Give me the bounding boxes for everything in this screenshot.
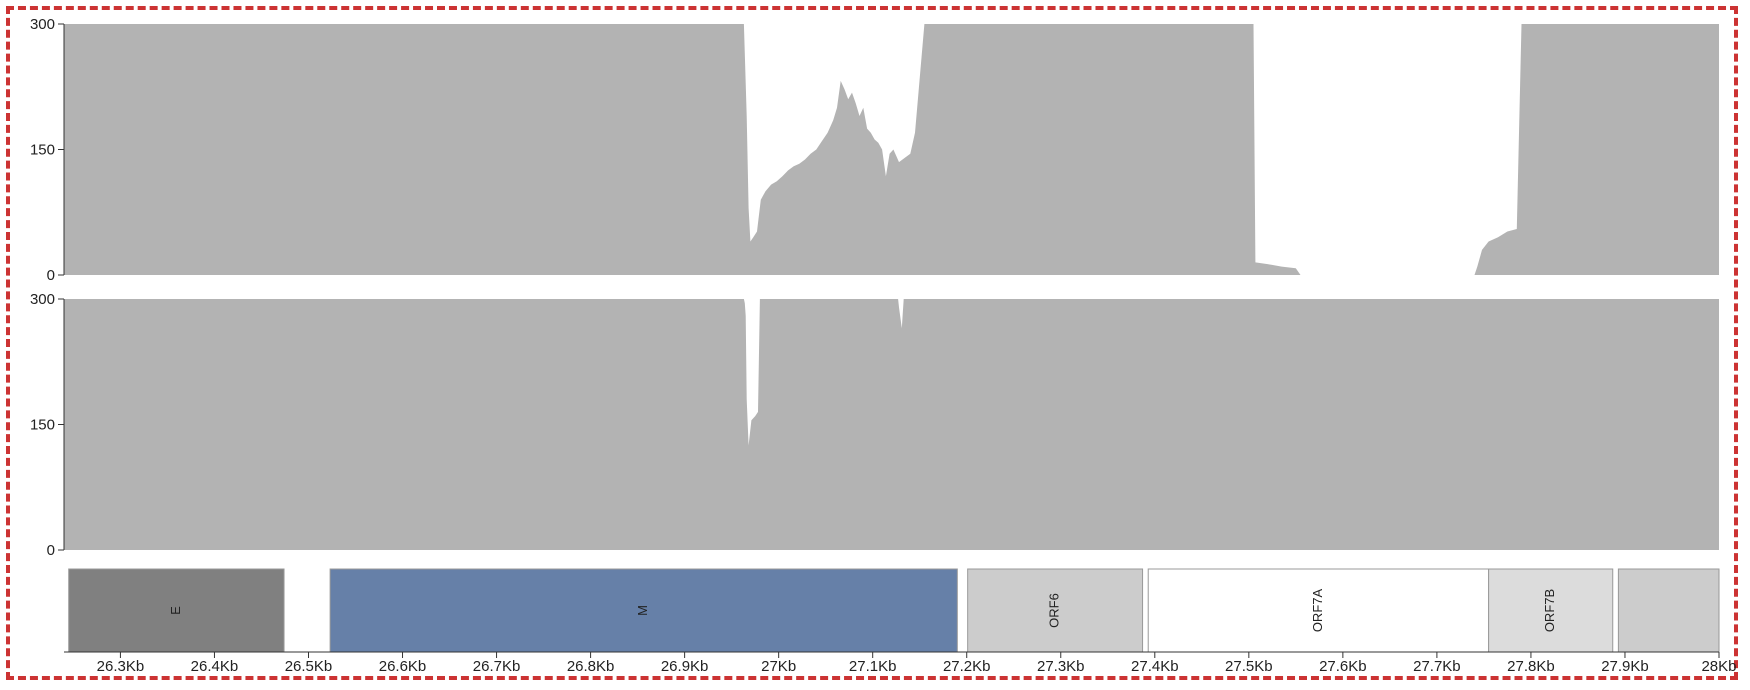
gene-box-orf7a [1147, 568, 1490, 653]
y-tick-label-track-2: 0 [47, 542, 55, 559]
x-tick-label: 28Kb [1701, 658, 1736, 675]
x-tick-label: 27.2Kb [943, 658, 991, 675]
coverage-area-track-1 [64, 24, 1719, 275]
x-tick-label: 26.4Kb [191, 658, 239, 675]
x-tick-label: 26.3Kb [97, 658, 145, 675]
x-tick-label: 27.5Kb [1225, 658, 1273, 675]
x-tick-label: 27.6Kb [1319, 658, 1367, 675]
y-tick-label-track-1: 150 [30, 142, 55, 159]
gene-box-partial [1617, 568, 1720, 653]
x-tick-label: 26.9Kb [661, 658, 709, 675]
x-tick-label: 27.7Kb [1413, 658, 1461, 675]
x-tick-label: 26.8Kb [567, 658, 615, 675]
y-tick-label-track-1: 0 [47, 267, 55, 284]
y-tick-label-track-2: 150 [30, 417, 55, 434]
y-tick-label-track-2: 300 [30, 291, 55, 308]
y-tick-label-track-1: 300 [30, 16, 55, 33]
x-tick-label: 27.9Kb [1601, 658, 1649, 675]
x-tick-label: 26.6Kb [379, 658, 427, 675]
x-tick-label: 26.7Kb [473, 658, 521, 675]
gene-box-m [329, 568, 958, 653]
gene-box-orf7b [1488, 568, 1614, 653]
coverage-area-track-2 [64, 299, 1719, 550]
gene-box-orf6 [967, 568, 1144, 653]
gene-label-orf7a: ORF7A [1310, 589, 1325, 633]
x-tick-label: 27.1Kb [849, 658, 897, 675]
gene-label-orf7b: ORF7B [1542, 589, 1557, 632]
x-tick-label: 27.8Kb [1507, 658, 1555, 675]
gene-label-orf6: ORF6 [1047, 593, 1062, 628]
gene-label-e: E [168, 606, 183, 615]
x-tick-label: 27Kb [761, 658, 796, 675]
x-tick-label: 26.5Kb [285, 658, 333, 675]
x-tick-label: 27.4Kb [1131, 658, 1179, 675]
x-tick-label: 27.3Kb [1037, 658, 1085, 675]
gene-label-m: M [635, 605, 650, 616]
chart-frame [6, 6, 1738, 680]
